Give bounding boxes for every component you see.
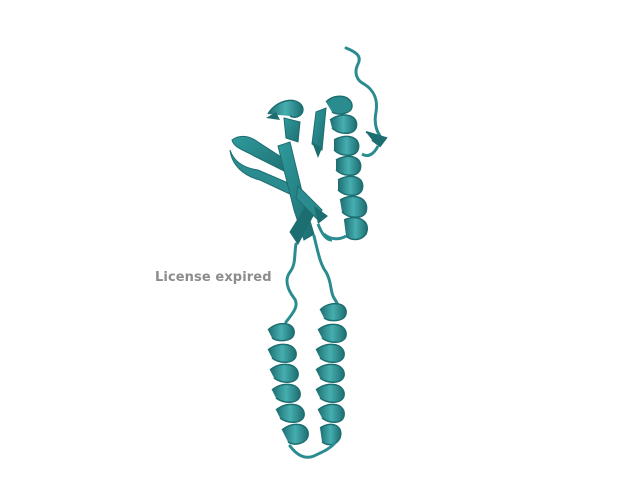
license-watermark: License expired (155, 270, 272, 285)
lower-left-helix (267, 322, 309, 445)
linker-coil (284, 242, 298, 324)
n-terminal-coil (344, 46, 382, 138)
beta-sheet (229, 107, 333, 245)
top-turn (266, 99, 304, 143)
small-turn (365, 131, 388, 148)
upper-helix (322, 95, 369, 241)
lower-right-helix (315, 302, 347, 446)
c-terminal-coil (288, 442, 336, 459)
